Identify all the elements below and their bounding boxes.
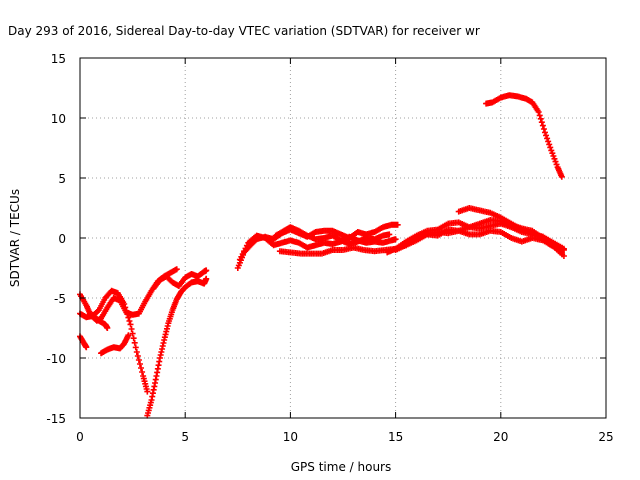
series-track-7 — [150, 267, 210, 292]
data-point — [104, 325, 111, 331]
data-point — [123, 307, 130, 314]
data-point — [125, 332, 132, 339]
data-point — [558, 249, 565, 256]
data-point — [203, 267, 210, 274]
x-tick-label: 10 — [283, 430, 298, 444]
data-point — [135, 357, 142, 363]
y-axis-label: SDTVAR / TECUs — [8, 189, 22, 287]
data-point — [539, 122, 546, 129]
x-tick-label: 15 — [388, 430, 403, 444]
data-point — [538, 119, 545, 126]
data-point — [545, 138, 552, 145]
axis-ticks-layer: 0 5 10 15 20 25 -15 -10 -5 0 5 10 15 — [46, 52, 613, 444]
data-point — [126, 318, 133, 324]
series-track-6 — [144, 275, 210, 419]
data-point — [134, 353, 141, 359]
data-point — [203, 275, 210, 282]
data-point — [83, 344, 90, 351]
series-track-12 — [384, 219, 567, 256]
data-point — [124, 311, 131, 318]
data-point — [127, 321, 134, 328]
x-tick-label: 20 — [493, 430, 508, 444]
series-track-3 — [77, 333, 90, 351]
data-point — [138, 365, 145, 371]
y-tick-label: 0 — [58, 232, 66, 246]
data-point — [560, 253, 567, 259]
data-point — [543, 132, 550, 139]
data-point — [394, 221, 401, 228]
data-point — [130, 335, 137, 342]
series-track-15 — [483, 92, 565, 180]
y-tick-label: -10 — [46, 352, 66, 366]
series-track-4 — [89, 311, 111, 331]
data-point — [136, 361, 143, 367]
data-point — [536, 112, 543, 119]
chart-title: Day 293 of 2016, Sidereal Day-to-day VTE… — [8, 24, 480, 38]
data-points-layer — [77, 92, 567, 419]
y-tick-label: 5 — [58, 172, 66, 186]
data-point — [132, 344, 139, 351]
data-point — [173, 266, 180, 273]
series-track-14 — [455, 205, 565, 256]
data-point — [128, 326, 135, 332]
data-point — [544, 135, 551, 142]
data-point — [541, 129, 548, 136]
x-axis-label: GPS time / hours — [291, 460, 392, 474]
y-tick-label: 10 — [51, 112, 66, 126]
data-point — [386, 231, 393, 238]
data-point — [131, 339, 138, 346]
data-point — [144, 388, 151, 395]
data-point — [125, 314, 132, 321]
data-point — [133, 349, 140, 355]
x-tick-label: 5 — [181, 430, 189, 444]
data-point — [546, 141, 553, 148]
y-tick-label: 15 — [51, 52, 66, 66]
data-point — [139, 369, 146, 375]
y-tick-label: -5 — [54, 292, 66, 306]
series-track-13 — [392, 226, 567, 259]
series-track-5 — [98, 332, 132, 357]
series-track-10 — [272, 224, 393, 247]
data-point — [121, 301, 128, 307]
x-tick-label: 25 — [598, 430, 613, 444]
y-tick-label: -15 — [46, 412, 66, 426]
data-point — [129, 330, 136, 337]
data-point — [558, 173, 565, 180]
data-point — [537, 115, 544, 122]
data-point — [535, 109, 542, 115]
data-point — [560, 245, 567, 252]
x-tick-label: 0 — [76, 430, 84, 444]
data-point — [540, 126, 547, 132]
data-point — [122, 304, 129, 311]
data-point — [392, 236, 399, 243]
data-point — [547, 144, 554, 151]
